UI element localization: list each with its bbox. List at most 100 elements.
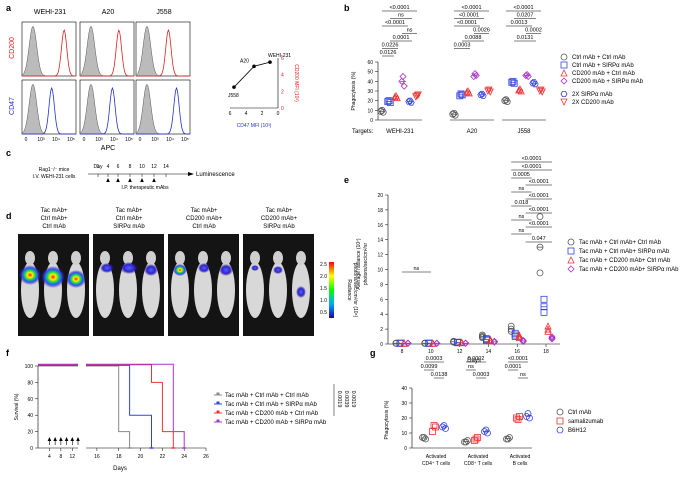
panel-e-label: e	[344, 175, 349, 185]
g-data-point	[474, 434, 481, 441]
cell-line-a20: A20	[102, 9, 115, 16]
schedule-day: 14	[163, 164, 169, 170]
inset-point	[252, 64, 256, 69]
f-y-tick-label: 60	[27, 397, 33, 403]
group-label: Tac mAb+	[41, 208, 68, 214]
schedule-luminescence: Luminescence	[196, 172, 235, 178]
apc-tick-label: 10⁵	[67, 137, 75, 143]
b-data-point	[378, 106, 386, 114]
e-sig-value: 0.018	[515, 200, 529, 206]
radiance-scale: 2.5 2.0 1.5 1.0 0.5 Radiance photons/sec/cm²…	[320, 262, 358, 318]
b-data-point	[405, 98, 413, 105]
g-category-label: CD4⁺ T cells	[422, 461, 451, 467]
inset-x-tick: 0	[277, 111, 280, 117]
b-sig-value: 0.0088	[465, 35, 482, 41]
cd200-histogram	[136, 28, 190, 77]
radiance-tick: 2.0	[320, 274, 327, 280]
e-data-point	[450, 337, 458, 345]
g-sig-value: ns	[520, 372, 526, 378]
b-data-point	[531, 81, 539, 88]
apc-tick-label: 10⁴	[110, 137, 118, 143]
b-data-point	[529, 80, 537, 87]
e-sig-value: 0.047	[532, 236, 546, 242]
g-category-label: B cells	[513, 461, 528, 467]
g-data-point	[422, 435, 429, 443]
inset-point	[268, 60, 272, 64]
g-sig-value: 0.0099	[421, 364, 438, 370]
apc-tick-label: 10³	[37, 137, 45, 143]
b-data-point	[508, 78, 516, 86]
f-legend-marker	[216, 392, 220, 396]
targets-label: Targets:	[352, 129, 374, 135]
b-sig-value: 0.0026	[473, 28, 490, 34]
b-legend-marker	[560, 77, 568, 85]
g-data-point	[524, 410, 532, 417]
b-sig-value: <0.0001	[385, 20, 405, 26]
f-x-tick-label: 12	[70, 454, 76, 460]
e-legend-marker	[567, 265, 575, 273]
b-data-point	[386, 99, 394, 106]
f-legend-marker	[216, 410, 220, 414]
e-data-point	[519, 337, 527, 345]
g-legend-label: Ctrl mAb	[568, 410, 592, 416]
apc-tick-label: 10⁵	[125, 137, 133, 143]
e-data-point	[536, 269, 544, 277]
mouse-body	[269, 262, 287, 318]
e-x-tick-label: 16	[514, 349, 520, 355]
treatment-arrow-icon	[64, 437, 69, 441]
b-y-tick-label: 30	[367, 89, 373, 95]
e-y-tick-label: 10	[377, 268, 383, 274]
apc-tick-label: 0	[83, 137, 86, 143]
g-data-point	[420, 434, 428, 441]
inset-x-label: CD47 MFI (10³)	[237, 123, 272, 129]
radiance-tick: 2.5	[320, 262, 327, 268]
b-data-point	[502, 96, 510, 104]
mouse-body	[171, 262, 189, 318]
b-y-label: Phagocytosis (%)	[351, 71, 357, 110]
group-label: Ctrl mAb+	[116, 216, 143, 222]
b-sig-value: 0.0126	[380, 50, 397, 56]
b-legend-label: Ctrl mAb + SIRPα mAb	[572, 63, 634, 69]
g-category-label: Activated	[468, 454, 489, 460]
isotype-histogram	[79, 83, 105, 135]
group-label: SIRPα mAb	[263, 224, 295, 230]
b-data-point	[385, 97, 393, 105]
e-y-tick-label: 18	[377, 208, 383, 214]
b-sig-value: <0.0001	[389, 5, 409, 11]
e-legend: Tac mAb + Ctrl mAb+ Ctrl mAb Tac mAb + Ct…	[567, 238, 679, 273]
schedule-mice: Rag1⁻/⁻ mice	[39, 167, 70, 173]
mouse-body	[246, 262, 264, 318]
e-sig-value: <0.0001	[529, 179, 549, 185]
b-sig-value: 0.0131	[517, 35, 534, 41]
f-x-tick-label: 16	[94, 454, 100, 460]
luminescence-signal	[296, 286, 306, 298]
e-sig-value: ns	[518, 228, 524, 234]
g-sig-value: <0.0001	[508, 356, 528, 362]
b-data-point	[530, 79, 538, 86]
inset-y-tick: 4	[281, 73, 284, 79]
b-legend-marker	[560, 61, 568, 69]
e-legend-label: Tac mAb + Ctrl mAb+ Ctrl mAb	[579, 240, 662, 246]
b-sig-value: 0.0003	[454, 43, 471, 49]
g-category-label: Activated	[510, 454, 531, 460]
target-a20: A20	[467, 129, 478, 135]
g-data-point	[430, 422, 438, 429]
e-data-point	[536, 243, 544, 251]
g-data-point	[526, 414, 533, 422]
f-x-tick-label: 18	[116, 454, 122, 460]
apc-tick-label: 10³	[95, 137, 103, 143]
cd47-histogram	[22, 86, 76, 135]
b-y-tick-label: 0	[370, 118, 373, 124]
b-data-point	[517, 87, 525, 95]
radiance-tick: 0.5	[320, 310, 327, 316]
g-sig-value: 0.0003	[426, 356, 443, 362]
e-data-point	[540, 308, 548, 316]
e-x-tick-label: 12	[457, 349, 463, 355]
g-category-label: Activated	[426, 454, 447, 460]
luminescence-signal	[120, 262, 138, 274]
e-x-tick-label: 8	[401, 349, 404, 355]
e-x-label: Days	[467, 358, 481, 364]
treatment-arrow-icon	[70, 437, 75, 441]
schedule-day: 4	[107, 164, 110, 170]
b-sig-value: <0.0001	[457, 20, 477, 26]
